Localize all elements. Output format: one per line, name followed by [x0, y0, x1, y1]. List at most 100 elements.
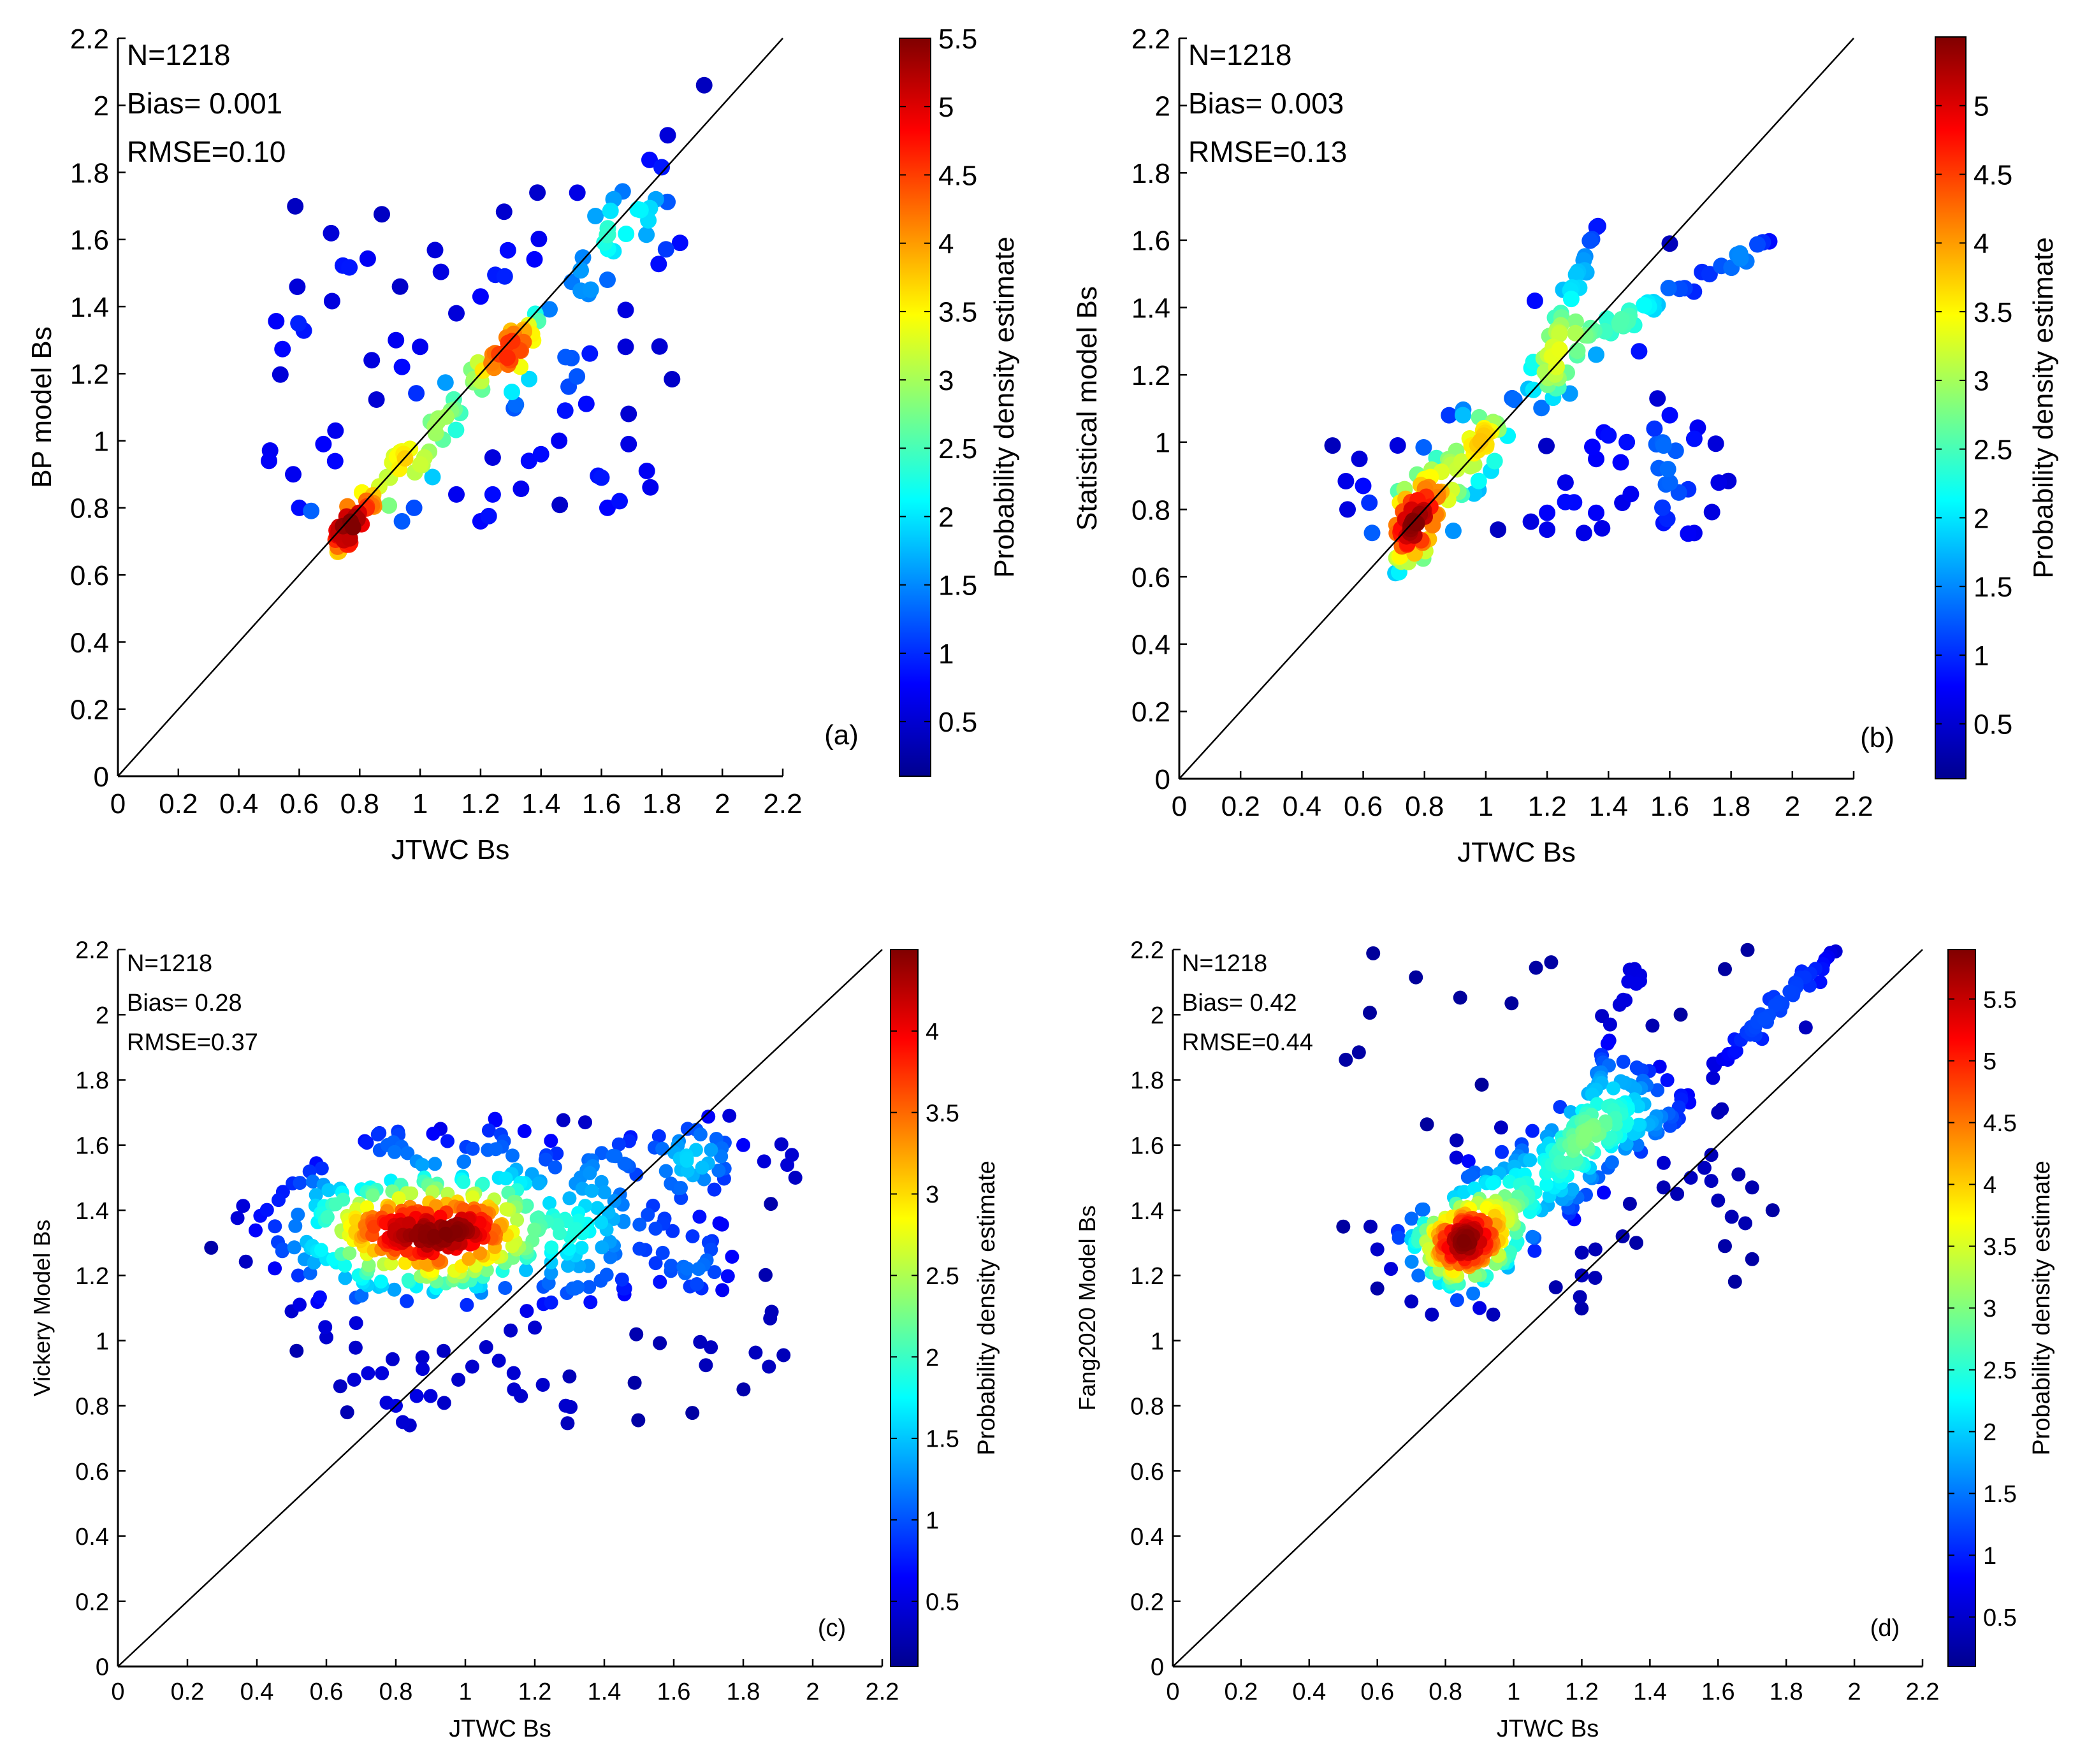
scatter-point — [314, 1243, 328, 1257]
scatter-point — [1594, 520, 1611, 537]
scatter-point — [1655, 437, 1672, 454]
colorbar-tick-label: 2.5 — [926, 1263, 959, 1290]
scatter-point — [439, 1226, 453, 1241]
x-tick-label: 2.2 — [866, 1679, 899, 1705]
scatter-point — [1622, 1196, 1637, 1211]
scatter-point — [1567, 266, 1585, 283]
scatter-point — [1567, 313, 1584, 330]
y-tick-label: 1 — [1151, 1328, 1164, 1355]
scatter-point — [424, 468, 441, 486]
y-tick-label: 0.6 — [75, 1459, 109, 1486]
colorbar-tick-label: 3.5 — [1974, 297, 2012, 328]
x-tick-label: 0.2 — [1224, 1679, 1258, 1705]
scatter-point — [1618, 433, 1636, 451]
scatter-point — [578, 395, 595, 412]
scatter-point — [1573, 1290, 1587, 1305]
scatter-point — [289, 1343, 304, 1358]
scatter-point — [1604, 1155, 1619, 1169]
x-tick-label: 2 — [715, 788, 730, 820]
scatter-point — [1494, 1120, 1508, 1135]
scatter-point — [1472, 1301, 1487, 1315]
scatter-point — [319, 1330, 333, 1345]
x-tick-label: 0.4 — [1292, 1679, 1326, 1705]
colorbar-label: Probability density estimate — [989, 236, 1020, 578]
scatter-point — [272, 366, 289, 383]
scatter-point — [473, 1246, 488, 1261]
scatter-point — [1525, 1229, 1540, 1244]
scatter-point — [697, 1172, 711, 1187]
scatter-point — [361, 1258, 376, 1273]
x-tick-label: 0 — [1172, 791, 1187, 822]
scatter-point — [1562, 291, 1580, 308]
scatter-point — [405, 499, 423, 516]
scatter-point — [440, 1134, 454, 1148]
scatter-point — [1533, 400, 1550, 417]
scatter-point — [1588, 1242, 1603, 1257]
scatter-point — [307, 1255, 321, 1270]
scatter-point — [1673, 1008, 1688, 1022]
x-tick-label: 0.4 — [219, 788, 258, 820]
scatter-point — [354, 1288, 369, 1303]
scatter-point — [585, 1183, 599, 1198]
scatter-point — [428, 1157, 442, 1171]
scatter-point — [432, 263, 449, 280]
y-axis-label: Fang2020 Model Bs — [1074, 1205, 1100, 1410]
y-tick-label: 0.8 — [1131, 495, 1170, 526]
y-tick-label: 1.2 — [1131, 360, 1170, 391]
y-tick-label: 1.2 — [75, 1263, 109, 1290]
x-tick-label: 1.4 — [1633, 1679, 1667, 1705]
scatter-point — [638, 463, 655, 479]
scatter-point — [722, 1108, 737, 1123]
scatter-point — [651, 1129, 666, 1143]
y-tick-label: 1.8 — [70, 157, 109, 189]
x-tick-label: 0.6 — [1344, 791, 1383, 822]
scatter-point — [664, 1259, 678, 1273]
scatter-point — [275, 1242, 290, 1257]
scatter-point — [1622, 486, 1640, 503]
scatter-point — [1449, 1150, 1464, 1165]
y-tick-label: 0.2 — [1130, 1589, 1164, 1616]
scatter-point — [287, 198, 304, 215]
x-tick-label: 1.6 — [1650, 791, 1689, 822]
scatter-point — [505, 1148, 520, 1163]
scatter-point — [472, 288, 489, 305]
scatter-point — [692, 1210, 707, 1224]
scatter-point — [426, 1126, 440, 1141]
scatter-point — [1415, 439, 1432, 456]
scatter-point — [259, 1203, 274, 1217]
scatter-point — [391, 278, 409, 295]
scatter-point — [582, 1280, 597, 1294]
x-tick-label: 0 — [1166, 1679, 1179, 1705]
scatter-point — [400, 1146, 415, 1160]
scatter-point — [291, 1268, 305, 1283]
scatter-point — [285, 466, 302, 483]
x-tick-label: 1 — [458, 1679, 472, 1705]
scatter-point — [597, 1185, 612, 1199]
scatter-point — [602, 202, 619, 219]
scatter-point — [1575, 524, 1592, 542]
y-axis-label: Vickery Model Bs — [29, 1220, 55, 1396]
x-tick-label: 0.6 — [310, 1679, 344, 1705]
y-tick-label: 1.2 — [70, 359, 109, 390]
scatter-point — [1660, 280, 1677, 296]
stat-annotation: N=1218 — [1182, 950, 1267, 977]
scatter-point — [549, 1146, 564, 1161]
scatter-point — [629, 1327, 644, 1341]
scatter-point — [715, 1283, 730, 1298]
scatter-point — [484, 486, 501, 503]
colorbar-tick-label: 4 — [1983, 1172, 1996, 1199]
scatter-point — [556, 402, 574, 419]
x-tick-label: 0.8 — [1405, 791, 1444, 822]
scatter-point — [385, 1352, 400, 1366]
colorbar-label: Probability density estimate — [973, 1160, 1000, 1456]
scatter-point — [1727, 1275, 1742, 1289]
scatter-point — [1324, 437, 1341, 454]
scatter-point — [736, 1138, 750, 1152]
scatter-point — [1606, 1081, 1620, 1095]
scatter-point — [1444, 523, 1462, 539]
colorbar-tick-label: 1.5 — [1974, 572, 2012, 603]
scatter-point — [323, 224, 340, 242]
panel-b: 0 0.2 0.4 0.6 0.8 1 1.2 1.4 1.6 1.8 2 2.2 0 0.2 0.4 0.6… — [1072, 24, 2059, 868]
stat-annotation: Bias= 0.001 — [127, 87, 282, 120]
scatter-point — [360, 1136, 374, 1150]
